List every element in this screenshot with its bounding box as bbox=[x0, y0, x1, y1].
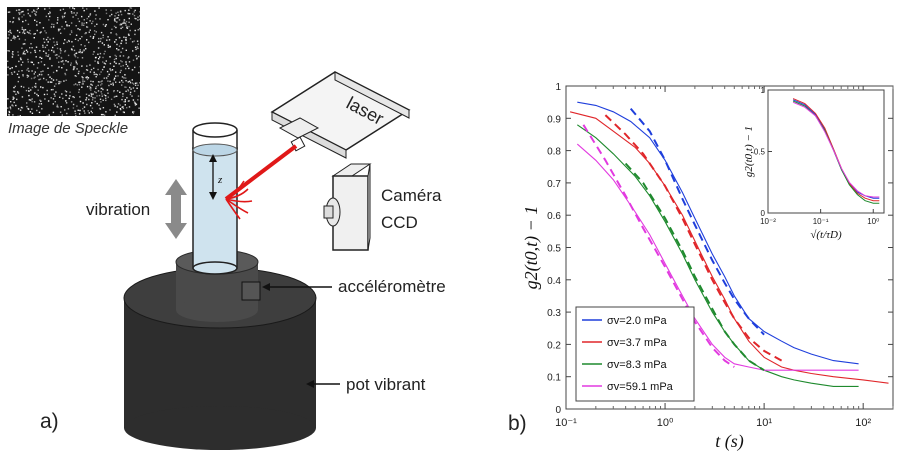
y-tick-label: 0.7 bbox=[547, 179, 561, 190]
inset-y-axis-label: g2(t0,t) − 1 bbox=[743, 126, 755, 177]
y-tick-label: 0.5 bbox=[547, 244, 561, 255]
y-tick-label: 0.2 bbox=[547, 340, 561, 351]
x-axis-label: t (s) bbox=[715, 431, 744, 452]
x-tick-label: 10⁰ bbox=[657, 417, 674, 429]
inset-x-tick-label: 10⁰ bbox=[867, 217, 879, 226]
legend-label: σv=8.3 mPa bbox=[607, 359, 668, 371]
y-tick-label: 0.6 bbox=[547, 211, 561, 222]
x-tick-label: 10⁻¹ bbox=[555, 417, 577, 429]
y-axis-label: g2(t0,t) − 1 bbox=[521, 206, 542, 290]
inset-x-tick-label: 10⁻¹ bbox=[813, 217, 829, 226]
x-tick-label: 10¹ bbox=[756, 417, 772, 429]
y-tick-label: 0.4 bbox=[547, 276, 561, 287]
panel-label-b: b) bbox=[508, 412, 527, 436]
y-tick-label: 1 bbox=[555, 82, 561, 93]
x-tick-label: 10² bbox=[855, 417, 871, 429]
inset-x-axis-label: √(t/τD) bbox=[810, 229, 842, 241]
y-tick-label: 0.9 bbox=[547, 114, 561, 125]
y-tick-label: 0 bbox=[555, 405, 561, 416]
legend-label: σv=59.1 mPa bbox=[607, 381, 674, 393]
inset-frame bbox=[768, 90, 884, 213]
inset-y-tick-label: 0.5 bbox=[754, 148, 766, 157]
y-tick-label: 0.8 bbox=[547, 147, 561, 158]
legend-label: σv=2.0 mPa bbox=[607, 315, 668, 327]
inset-x-tick-label: 10⁻² bbox=[760, 217, 776, 226]
y-tick-label: 0.1 bbox=[547, 373, 561, 384]
inset-y-tick-label: 1 bbox=[761, 86, 766, 95]
y-tick-label: 0.3 bbox=[547, 308, 561, 319]
legend-label: σv=3.7 mPa bbox=[607, 337, 668, 349]
